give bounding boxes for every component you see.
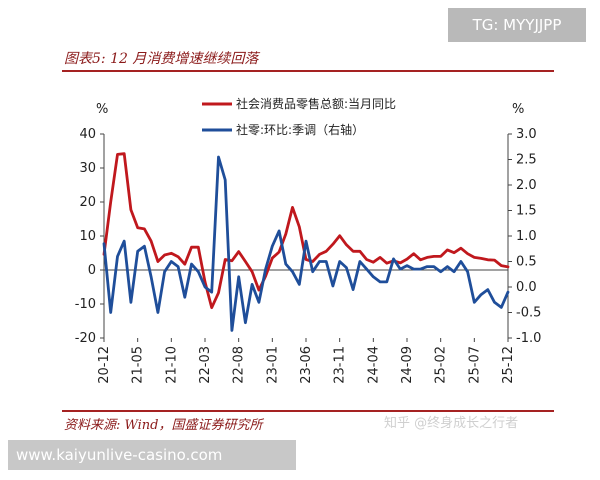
left-axis-ticks: 40 30 20 10 0 -10 -20 xyxy=(75,127,104,346)
right-tick-label: 1.5 xyxy=(516,204,537,219)
x-tick-label: 25-02 xyxy=(434,346,449,384)
title-divider xyxy=(62,70,554,72)
source-note: 资料来源: Wind，国盛证券研究所 xyxy=(64,418,263,433)
x-tick-label: 24-04 xyxy=(366,346,381,384)
right-tick-label: 0.0 xyxy=(516,280,537,295)
right-tick-label: -1.0 xyxy=(516,331,541,346)
left-tick-label: 10 xyxy=(79,229,96,244)
right-axis-ticks: 3.0 2.5 2.0 1.5 1.0 0.5 0.0 -0.5 -1.0 xyxy=(508,127,541,346)
url-watermark: www.kaiyunlive-casino.com xyxy=(8,440,296,470)
legend: 社会消费品零售总额:当月同比 社零:环比:季调（右轴） xyxy=(202,96,396,137)
figure-title: 图表5: 12 月消费增速继续回落 xyxy=(64,51,259,67)
x-tick-label: 25-07 xyxy=(467,346,482,384)
x-axis-ticks: 20-12 21-05 21-10 22-03 22-08 23-01 23-06 23-11… xyxy=(97,338,516,384)
x-tick-label: 21-10 xyxy=(164,346,179,384)
x-tick-label: 20-12 xyxy=(97,346,112,384)
left-tick-label: 30 xyxy=(79,161,96,176)
left-axis-unit: % xyxy=(96,102,108,117)
left-tick-label: -20 xyxy=(75,331,96,346)
x-tick-label: 23-11 xyxy=(333,346,348,384)
right-tick-label: 0.5 xyxy=(516,255,537,270)
left-tick-label: 20 xyxy=(79,195,96,210)
x-tick-label: 25-12 xyxy=(501,346,516,384)
x-tick-label: 23-01 xyxy=(265,346,280,384)
tg-watermark: TG: MYYJJPP xyxy=(448,8,586,42)
left-tick-label: 40 xyxy=(79,127,96,142)
axes xyxy=(103,134,509,338)
zhihu-watermark: 知乎 @终身成长之行者 xyxy=(384,416,519,431)
x-tick-label: 23-06 xyxy=(299,346,314,384)
x-tick-label: 21-05 xyxy=(131,346,146,384)
x-tick-label: 24-09 xyxy=(400,346,415,384)
right-tick-label: 2.0 xyxy=(516,178,537,193)
series-lines xyxy=(102,152,510,332)
right-tick-label: 1.0 xyxy=(516,229,537,244)
left-tick-label: 0 xyxy=(88,263,96,278)
right-tick-label: -0.5 xyxy=(516,306,541,321)
x-tick-label: 22-03 xyxy=(198,346,213,384)
series-line-retail-mom xyxy=(102,155,510,332)
right-tick-label: 2.5 xyxy=(516,153,537,168)
right-tick-label: 3.0 xyxy=(516,127,537,142)
legend-label-retail-mom: 社零:环比:季调（右轴） xyxy=(236,122,364,137)
x-tick-label: 22-08 xyxy=(232,346,247,384)
left-tick-label: -10 xyxy=(75,297,96,312)
right-axis-unit: % xyxy=(512,102,524,117)
footer-divider xyxy=(62,410,554,412)
series-line-retail-yoy xyxy=(102,152,510,310)
legend-label-retail-yoy: 社会消费品零售总额:当月同比 xyxy=(236,96,396,111)
